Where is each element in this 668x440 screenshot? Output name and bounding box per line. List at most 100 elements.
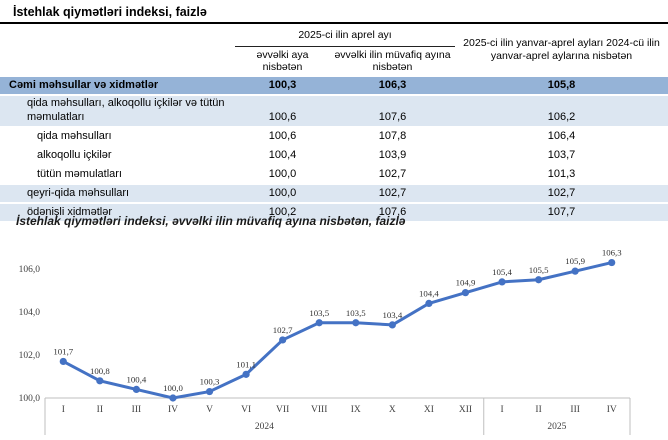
data-point-label: 103,5: [346, 308, 366, 318]
data-point-label: 100,3: [200, 377, 220, 387]
row-value: 107,6: [330, 201, 456, 221]
row-value: 100,4: [235, 144, 330, 165]
data-point-marker: [498, 278, 506, 286]
table-row: Cəmi məhsullar və xidmətlər 100,3 106,3 105…: [0, 75, 668, 95]
row-label: qida məhsulları, alkoqollu içkilər və tü…: [0, 94, 235, 127]
data-point-marker: [315, 319, 323, 327]
table-row: tütün məmulatları 100,0 102,7 101,3: [0, 163, 668, 184]
data-point-label: 100,8: [90, 366, 110, 376]
data-point-marker: [279, 336, 287, 344]
row-label: ödənişli xidmətlər: [0, 201, 235, 221]
row-value: 106,2: [455, 94, 668, 127]
data-point-marker: [571, 267, 579, 275]
data-point-marker: [169, 394, 177, 402]
data-point-marker: [352, 319, 360, 327]
y-axis-tick-label: 104,0: [19, 308, 41, 318]
header-vs-prev-year-month: əvvəlki ilin müvafiq ayına nisbətən: [334, 48, 451, 73]
data-point-marker: [205, 387, 214, 396]
data-point-label: 100,0: [163, 383, 183, 393]
table-header-row-1: 2025-ci ilin aprel ayı 2025-ci ilin yanv…: [0, 24, 668, 62]
month-tick-label: IX: [351, 405, 361, 415]
data-point-label: 105,9: [565, 256, 585, 266]
data-point-marker: [388, 321, 396, 329]
row-value: 100,2: [235, 201, 330, 221]
data-point-label: 103,5: [309, 308, 329, 318]
data-point-marker: [96, 377, 104, 385]
row-label: Cəmi məhsullar və xidmətlər: [0, 75, 235, 95]
header-spacer-cell: [0, 24, 235, 76]
month-tick-label: XII: [459, 405, 472, 415]
header-jan-april: 2025-ci ilin yanvar-aprel ayları 2024-cü…: [463, 37, 660, 62]
year-label: 2024: [255, 422, 274, 432]
y-axis-tick-label: 100,0: [19, 394, 41, 404]
row-label: tütün məmulatları: [0, 163, 235, 184]
data-point-marker: [59, 357, 67, 366]
data-point-label: 104,9: [456, 278, 476, 288]
data-point-label: 105,4: [492, 267, 512, 277]
month-tick-label: I: [500, 405, 503, 415]
row-value: 107,7: [455, 201, 668, 221]
header-vs-prev-month: əvvəlki aya nisbətən: [256, 48, 309, 73]
row-value: 106,4: [455, 125, 668, 146]
table-title: İstehlak qiymətləri indeksi, faizlə: [0, 0, 668, 24]
month-tick-label: I: [62, 405, 65, 415]
data-point-label: 100,4: [127, 374, 147, 384]
table-row: qida məhsulları 100,6 107,8 106,4: [0, 125, 668, 146]
month-tick-label: VIII: [311, 405, 327, 415]
row-value: 102,7: [330, 163, 456, 184]
data-point-label: 103,4: [382, 310, 402, 320]
row-value: 100,0: [235, 182, 330, 203]
row-value: 103,7: [455, 144, 668, 165]
cpi-line-series: [61, 261, 614, 400]
row-value: 105,8: [455, 75, 668, 95]
row-value: 102,7: [455, 182, 668, 203]
month-tick-label: IV: [607, 405, 617, 415]
row-value: 100,0: [235, 163, 330, 184]
month-tick-label: XI: [424, 405, 434, 415]
data-point-label: 106,3: [602, 248, 622, 258]
month-tick-label: IV: [168, 405, 178, 415]
data-point-marker: [132, 385, 141, 393]
row-value: 102,7: [330, 182, 456, 203]
row-value: 100,3: [235, 75, 330, 95]
month-tick-label: III: [570, 405, 580, 415]
table-row: qida məhsulları, alkoqollu içkilər və tü…: [0, 94, 668, 127]
month-tick-label: III: [132, 405, 142, 415]
month-tick-label: V: [206, 405, 213, 415]
table-body: Cəmi məhsullar və xidmətlər 100,3 106,3 105…: [0, 75, 668, 221]
data-point-label: 105,5: [529, 265, 549, 275]
data-point-label: 104,4: [419, 288, 439, 298]
row-value: 107,8: [330, 125, 456, 146]
row-label: alkoqollu içkilər: [0, 144, 235, 165]
row-value: 101,3: [455, 163, 668, 184]
data-point-marker: [461, 289, 470, 297]
year-label: 2025: [547, 422, 566, 432]
table-row: alkoqollu içkilər 100,4 103,9 103,7: [0, 144, 668, 165]
row-value: 106,3: [330, 75, 456, 95]
table-row: ödənişli xidmətlər 100,2 107,6 107,7: [0, 201, 668, 221]
y-axis-tick-label: 102,0: [19, 351, 41, 361]
data-point-marker: [534, 276, 543, 284]
data-point-label: 101,1: [236, 359, 256, 369]
price-index-table: 2025-ci ilin aprel ayı 2025-ci ilin yanv…: [0, 24, 668, 221]
month-tick-label: X: [389, 405, 396, 415]
row-label: qida məhsulları: [0, 125, 235, 146]
month-tick-label: VII: [276, 405, 289, 415]
data-point-marker: [425, 299, 433, 307]
row-value: 100,6: [235, 125, 330, 146]
data-point-label: 102,7: [273, 325, 293, 335]
row-value: 100,6: [235, 94, 330, 127]
data-point-label: 101,7: [53, 346, 73, 356]
row-label: qeyri-qida məhsulları: [0, 182, 235, 203]
month-tick-label: II: [535, 405, 541, 415]
row-value: 103,9: [330, 144, 456, 165]
table-header: 2025-ci ilin aprel ayı 2025-ci ilin yanv…: [0, 24, 668, 76]
y-axis-tick-label: 106,0: [19, 265, 41, 275]
table-row: qeyri-qida məhsulları 100,0 102,7 102,7: [0, 182, 668, 203]
month-tick-label: II: [97, 405, 103, 415]
header-group-april: 2025-ci ilin aprel ayı: [235, 24, 456, 47]
month-tick-label: VI: [241, 405, 251, 415]
data-point-marker: [608, 258, 616, 267]
